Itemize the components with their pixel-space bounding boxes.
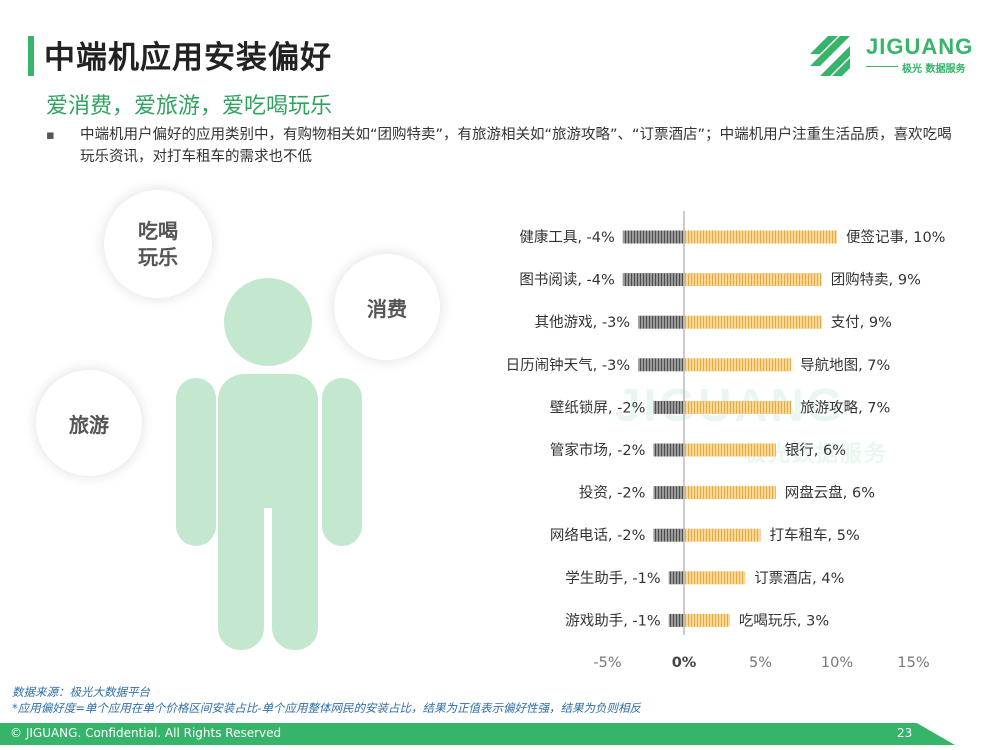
bar-label-positive-8: 订票酒店, 4% <box>754 570 844 587</box>
bar-label-negative-3: 日历闹钟天气, -3% <box>506 357 630 374</box>
bubble-lvyou: 旅游 <box>36 370 142 476</box>
x-tick-label-3: 10% <box>821 655 853 671</box>
bar-negative-9 <box>668 613 684 627</box>
bar-label-negative-4: 壁纸锁屏, -2% <box>550 399 645 416</box>
preference-bar-chart: 健康工具, -4% 便签记事, 10% 图书阅读, -4% 团购特卖, 9% 其他游戏,… <box>506 211 945 671</box>
logo-tagline: 极光 数据服务 <box>902 64 966 75</box>
jiguang-logo-icon <box>810 36 850 76</box>
bar-label-positive-1: 团购特卖, 9% <box>831 272 921 289</box>
bar-positive-6 <box>684 486 776 500</box>
bar-negative-4 <box>653 400 684 414</box>
bar-label-positive-5: 银行, 6% <box>785 442 846 459</box>
bar-negative-3 <box>638 358 684 372</box>
bar-positive-7 <box>684 528 761 542</box>
bar-positive-0 <box>684 230 837 244</box>
x-tick-label-4: 15% <box>897 655 929 671</box>
bar-negative-0 <box>622 230 684 244</box>
bar-positive-8 <box>684 571 746 585</box>
bar-positive-4 <box>684 400 792 414</box>
bubble-chihe-line1: 吃喝 <box>138 219 178 243</box>
bar-label-negative-5: 管家市场, -2% <box>550 442 645 459</box>
footer-bar <box>0 723 955 745</box>
bubble-lvyou-label: 旅游 <box>69 412 109 437</box>
bar-negative-1 <box>622 273 684 287</box>
bar-label-positive-7: 打车租车, 5% <box>770 527 860 544</box>
logo-wordmark: JIGUANG <box>866 34 974 59</box>
bar-label-negative-9: 游戏助手, -1% <box>565 612 660 629</box>
bar-label-negative-0: 健康工具, -4% <box>519 229 614 246</box>
bar-negative-2 <box>638 315 684 329</box>
bar-label-positive-0: 便签记事, 10% <box>846 229 945 246</box>
page-subtitle: 爱消费，爱旅游，爱吃喝玩乐 <box>46 94 333 119</box>
bar-label-negative-7: 网络电话, -2% <box>550 527 645 544</box>
bubble-xiaofei: 消费 <box>334 254 440 360</box>
bar-positive-2 <box>684 315 822 329</box>
page-number: 23 <box>897 726 913 740</box>
bar-label-negative-8: 学生助手, -1% <box>565 570 660 587</box>
bar-label-negative-6: 投资, -2% <box>579 485 645 502</box>
bar-positive-1 <box>684 273 822 287</box>
bar-label-negative-2: 其他游戏, -3% <box>535 314 630 331</box>
title-accent-bar <box>28 36 34 76</box>
bubble-chihe-line2: 玩乐 <box>138 245 178 269</box>
bar-negative-5 <box>653 443 684 457</box>
bar-negative-7 <box>653 528 684 542</box>
bar-label-positive-6: 网盘云盘, 6% <box>785 484 875 502</box>
bar-positive-3 <box>684 358 792 372</box>
bullet-marker: ▪ <box>46 128 55 143</box>
bar-label-positive-3: 导航地图, 7% <box>800 357 890 374</box>
data-source: 数据来源：极光大数据平台 <box>12 685 150 699</box>
bullet-text: 中端机用户偏好的应用类别中，有购物相关如“团购特卖”，有旅游相关如“旅游攻略”、… <box>80 127 952 165</box>
bar-label-negative-1: 图书阅读, -4% <box>519 272 614 289</box>
page-title: 中端机应用安装偏好 <box>44 40 332 76</box>
bar-negative-6 <box>653 486 684 500</box>
logo-divider <box>866 66 898 67</box>
x-tick-label-0: -5% <box>593 655 621 671</box>
bar-negative-8 <box>668 571 684 585</box>
definition-note: *应用偏好度=单个应用在单个价格区间安装占比-单个应用整体网民的安装占比，结果为… <box>12 701 642 715</box>
x-tick-label-1: 0% <box>672 655 697 671</box>
bar-label-positive-2: 支付, 9% <box>831 314 892 331</box>
bar-label-positive-9: 吃喝玩乐, 3% <box>739 612 829 629</box>
bar-label-positive-4: 旅游攻略, 7% <box>800 399 890 416</box>
bar-positive-5 <box>684 443 776 457</box>
x-tick-label-2: 5% <box>749 655 772 671</box>
bubble-chihe-wanle: 吃喝 玩乐 <box>104 190 212 298</box>
footer-copyright: © JIGUANG. Confidential. All Rights Rese… <box>10 726 282 740</box>
bar-positive-9 <box>684 613 730 627</box>
bubble-xiaofei-label: 消费 <box>367 296 407 321</box>
